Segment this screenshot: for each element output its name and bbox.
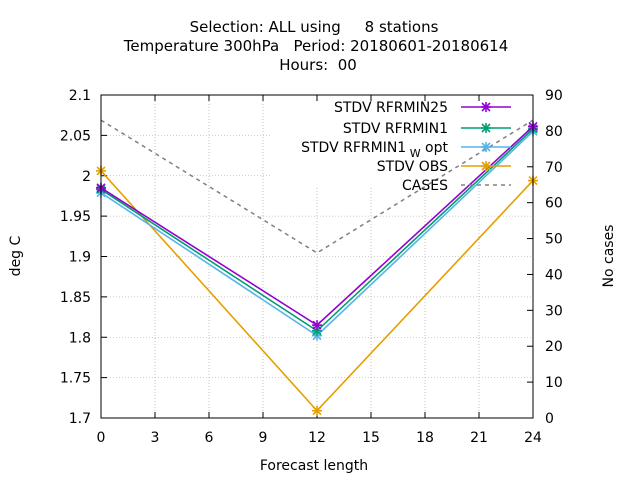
y2-tick-label: 10 (545, 375, 563, 391)
legend-label-2: STDV RFRMIN1 W opt (301, 140, 448, 160)
chart-title: Selection: ALL using 8 stations Temperat… (123, 18, 509, 74)
y2-tick-label: 30 (545, 303, 563, 319)
x-tick-label: 18 (416, 430, 434, 446)
y2-tick-label: 90 (545, 88, 563, 104)
x-tick-label: 15 (362, 430, 380, 446)
x-tick-label: 3 (151, 430, 160, 446)
y-tick-label: 1.9 (69, 250, 91, 266)
legend-marker-2 (481, 142, 491, 152)
y2-tick-label: 70 (545, 160, 563, 176)
x-tick-label: 0 (97, 430, 106, 446)
y-axis-label: deg C (8, 235, 24, 276)
y-tick-label: 1.8 (69, 330, 91, 346)
y-tick-label: 1.95 (60, 209, 91, 225)
legend-marker-1 (481, 123, 491, 133)
legend-label-4: CASES (402, 178, 448, 194)
title-line-3: Hours: 00 (279, 56, 357, 74)
legend: STDV RFRMIN25 STDV RFRMIN1 STDV RFRMIN1 W … (301, 100, 511, 194)
x-tick-label: 21 (470, 430, 488, 446)
legend-label-1: STDV RFRMIN1 (343, 121, 448, 137)
x-tick-label: 24 (524, 430, 542, 446)
title-line-1: Selection: ALL using 8 stations (190, 18, 439, 36)
y-tick-label: 1.7 (69, 411, 91, 427)
y-tick-label: 2.05 (60, 128, 91, 144)
y2-tick-label: 0 (545, 411, 554, 427)
y2-axis-label: No cases (601, 225, 617, 288)
data-point-3-1 (312, 405, 322, 416)
title-line-2: Temperature 300hPa Period: 20180601-2018… (123, 37, 509, 55)
y2-tick-label: 80 (545, 124, 563, 140)
series-line-0 (100, 125, 534, 327)
legend-label-0: STDV RFRMIN25 (334, 100, 448, 116)
x-axis-label: Forecast length (260, 458, 368, 474)
y-tick-label: 2.1 (69, 88, 91, 104)
data-point-0-1 (312, 320, 322, 331)
legend-label-3: STDV OBS (377, 159, 448, 175)
legend-marker-0 (481, 102, 491, 112)
plot-frame (100, 94, 534, 419)
x-tick-label: 12 (308, 430, 326, 446)
y2-tick-label: 50 (545, 232, 563, 248)
y2-tick-label: 60 (545, 196, 563, 212)
y-tick-label: 1.85 (60, 290, 91, 306)
legend-marker-3 (481, 161, 491, 171)
y2-tick-label: 40 (545, 267, 563, 283)
y-tick-label: 1.75 (60, 371, 91, 387)
y2-tick-label: 20 (545, 339, 563, 355)
ticks: 0 3 6 9 12 15 18 21 24 1.7 1.75 1.8 1.85 1.9 1.95 2 2.05… (60, 88, 563, 446)
y-tick-label: 2 (82, 169, 91, 185)
x-tick-label: 6 (205, 430, 214, 446)
x-tick-label: 9 (259, 430, 268, 446)
